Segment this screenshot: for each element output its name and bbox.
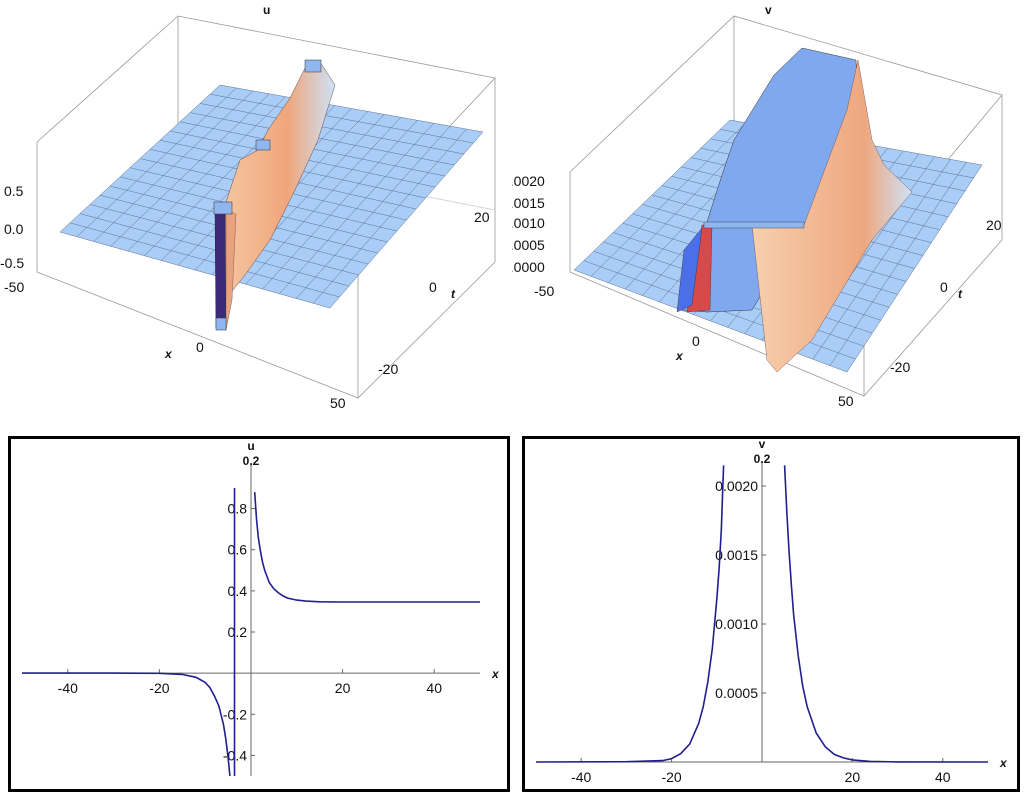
x-tick-label: -40 (571, 769, 591, 785)
y-tick-label: 0.0015 (715, 547, 758, 563)
t-tick: 20 (986, 217, 1002, 233)
series-line (22, 672, 231, 777)
x-tick: 50 (838, 393, 854, 409)
x-tick-label: 20 (845, 769, 861, 785)
t-tick: 20 (474, 209, 490, 225)
x-axis-v: -50 0 50 x (534, 283, 854, 409)
y-tick-label: 0.2 (228, 624, 248, 640)
y-tick-label: 0.4 (228, 583, 248, 599)
mesh-line (279, 123, 434, 294)
mesh-line (262, 120, 418, 290)
t-axis-label-u: t (451, 287, 456, 301)
surface-plot-v: v 0.0020 0.0015 0.0010 0.0005 0.0000 -50… (512, 3, 1003, 409)
series-line (253, 492, 480, 603)
mesh-line (296, 125, 451, 299)
x-tick-label: -40 (58, 680, 78, 696)
plot-title: v (759, 437, 766, 451)
t-tick: 0 (429, 279, 437, 295)
plot-subtitle: 0.2 (243, 454, 260, 468)
t-axis-u: 20 0 -20 t (378, 209, 490, 377)
z-axis-u: 0.5 0.0 -0.5 (0, 183, 24, 271)
surface-ridge-u (213, 59, 336, 331)
z-axis-v: 0.0020 0.0015 0.0010 0.0005 0.0000 (512, 173, 545, 275)
mesh-line (189, 112, 455, 166)
line-plot-v: -40 -20 20 40 0.0020 0.0015 0.0010 0.0005 x v0.2 (522, 436, 1020, 792)
x-tick-label: -20 (661, 769, 681, 785)
series-line (535, 465, 725, 763)
z-tick: -0.5 (0, 255, 24, 271)
z-tick: 0.0020 (512, 173, 545, 189)
z-tick: 0.0 (4, 221, 24, 237)
mesh-line (245, 117, 401, 285)
mesh-line (312, 128, 467, 304)
series-line (783, 465, 989, 763)
z-tick: 0.0005 (512, 237, 545, 253)
z-tick: 0.0000 (512, 259, 545, 275)
plot-subtitle: 0.2 (754, 452, 771, 466)
plot-title: u (247, 439, 254, 453)
x-axis-label-u: x (164, 347, 173, 361)
y-tick-label: 0.6 (228, 542, 248, 558)
title-surface-u: u (263, 3, 270, 17)
t-axis-v: 20 0 -20 t (890, 217, 1002, 375)
x-tick-label: 40 (935, 769, 951, 785)
y-tick-label: 0.0010 (715, 616, 758, 632)
x-tick: -50 (4, 279, 24, 295)
mesh-line (209, 93, 474, 144)
x-axis-label-v: x (675, 349, 684, 363)
x-tick: 50 (330, 395, 346, 411)
x-tick-label: -20 (149, 680, 169, 696)
t-tick: -20 (378, 361, 398, 377)
surface-plateau-v (676, 47, 913, 373)
y-tick-label: 0.8 (228, 501, 248, 517)
z-tick: 0.0015 (512, 195, 545, 211)
mesh-line (812, 159, 951, 360)
x-axis-u: -50 0 50 x (4, 279, 346, 411)
x-tick-label: 40 (426, 680, 442, 696)
mesh-line (829, 162, 967, 366)
x-tick: -50 (534, 283, 554, 299)
t-tick: 0 (940, 279, 948, 295)
x-axis-label: x (999, 756, 1008, 770)
z-tick: 0.0010 (512, 215, 545, 231)
x-tick: 0 (196, 339, 204, 355)
z-tick: 0.5 (4, 183, 24, 199)
t-tick: -20 (890, 359, 910, 375)
mesh-line (199, 103, 464, 155)
x-axis-label: x (491, 667, 500, 681)
surface-plot-u: u 0.5 0.0 -0.5 -50 0 50 x 20 0 -20 t (0, 3, 496, 411)
y-tick-label: 0.0005 (715, 685, 758, 701)
plot-frame-u (8, 436, 510, 792)
plot-frame-v (522, 436, 1020, 792)
y-tick-label: 0.0020 (715, 478, 758, 494)
title-surface-v: v (765, 3, 772, 17)
t-axis-label-v: t (958, 287, 963, 301)
x-tick-label: 20 (335, 680, 351, 696)
x-tick: 0 (692, 333, 700, 349)
